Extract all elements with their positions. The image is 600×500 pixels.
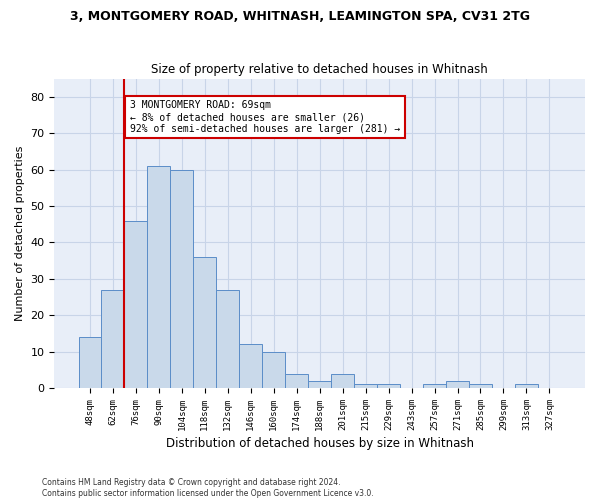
Bar [193, 257, 217, 388]
Bar [446, 381, 469, 388]
Text: 3, MONTGOMERY ROAD, WHITNASH, LEAMINGTON SPA, CV31 2TG: 3, MONTGOMERY ROAD, WHITNASH, LEAMINGTON… [70, 10, 530, 23]
Bar [170, 170, 193, 388]
Text: 3 MONTGOMERY ROAD: 69sqm
← 8% of detached houses are smaller (26)
92% of semi-de: 3 MONTGOMERY ROAD: 69sqm ← 8% of detache… [130, 100, 400, 134]
Title: Size of property relative to detached houses in Whitnash: Size of property relative to detached ho… [151, 63, 488, 76]
Bar [79, 337, 101, 388]
Bar [148, 166, 170, 388]
Y-axis label: Number of detached properties: Number of detached properties [15, 146, 25, 321]
Bar [262, 352, 285, 388]
Bar [469, 384, 492, 388]
Text: Contains HM Land Registry data © Crown copyright and database right 2024.
Contai: Contains HM Land Registry data © Crown c… [42, 478, 374, 498]
Bar [101, 290, 124, 388]
Bar [124, 220, 148, 388]
Bar [285, 374, 308, 388]
Bar [354, 384, 377, 388]
Bar [308, 381, 331, 388]
Bar [331, 374, 354, 388]
Bar [377, 384, 400, 388]
Bar [423, 384, 446, 388]
X-axis label: Distribution of detached houses by size in Whitnash: Distribution of detached houses by size … [166, 437, 474, 450]
Bar [239, 344, 262, 388]
Bar [217, 290, 239, 388]
Bar [515, 384, 538, 388]
